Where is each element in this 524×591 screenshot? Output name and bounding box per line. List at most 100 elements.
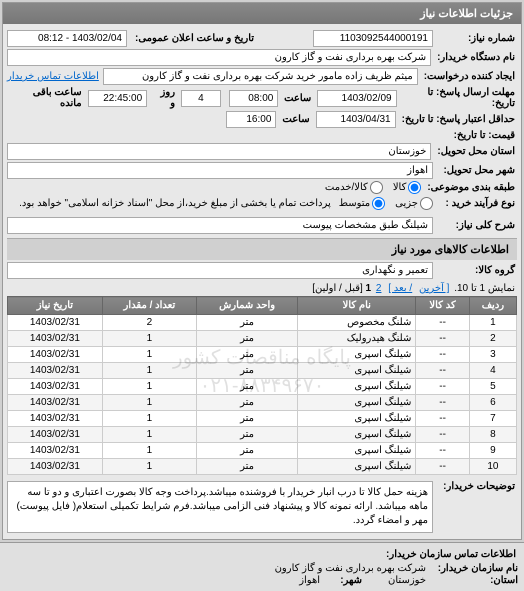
requester-label: ایجاد کننده درخواست: (422, 71, 517, 82)
footer-org-label: نام سازمان خریدار: (430, 563, 520, 574)
cell-qty: 1 (102, 427, 196, 443)
deadline-send-time: 08:00 (229, 90, 279, 107)
goods-table: ردیف کد کالا نام کالا واحد شمارش تعداد /… (7, 296, 517, 475)
pub-date-label: تاریخ و ساعت اعلان عمومی: (131, 33, 309, 44)
cell-r: 6 (469, 395, 516, 411)
process-medium-option[interactable]: متوسط (339, 197, 385, 210)
table-row[interactable]: 5--شیلنگ اسپریمتر11403/02/31 (8, 379, 517, 395)
cell-code: -- (416, 411, 469, 427)
cell-unit: متر (197, 411, 298, 427)
footer-city-label: شهر: (324, 575, 364, 586)
days-label: روز و (151, 87, 177, 109)
deadline-send-date: 1403/02/09 (317, 90, 396, 107)
cell-name: شیلنگ اسپری (298, 379, 416, 395)
cell-qty: 1 (102, 411, 196, 427)
pub-date-value: 1403/02/04 - 08:12 (7, 30, 127, 47)
panel-title: جزئیات اطلاعات نیاز (3, 3, 521, 24)
cell-name: شلنگ مخصوص (298, 315, 416, 331)
pager-next-link[interactable]: / بعد ] (388, 283, 412, 294)
cell-date: 1403/02/31 (8, 395, 103, 411)
time-label-1: ساعت (282, 93, 313, 104)
cell-code: -- (416, 331, 469, 347)
col-row: ردیف (469, 297, 516, 315)
cell-qty: 1 (102, 347, 196, 363)
cell-qty: 1 (102, 363, 196, 379)
cell-r: 9 (469, 443, 516, 459)
cell-r: 4 (469, 363, 516, 379)
pkg-goods-service-option[interactable]: کالا/خدمت (325, 181, 383, 194)
pkg-goods-radio[interactable] (408, 181, 421, 194)
pager: نمایش 1 تا 10. [ آخرین / بعد ] 2 1 [قبل … (7, 281, 517, 296)
cell-code: -- (416, 363, 469, 379)
table-row[interactable]: 1--شلنگ مخصوصمتر21403/02/31 (8, 315, 517, 331)
process-radio-group: جزیی متوسط (339, 197, 433, 210)
cell-date: 1403/02/31 (8, 347, 103, 363)
table-row[interactable]: 9--شیلنگ اسپریمتر11403/02/31 (8, 443, 517, 459)
valid-label: حداقل اعتبار پاسخ: تا تاریخ: (400, 114, 517, 125)
cell-unit: متر (197, 363, 298, 379)
goods-group-value: تعمیر و نگهداری (7, 262, 433, 279)
table-header-row: ردیف کد کالا نام کالا واحد شمارش تعداد /… (8, 297, 517, 315)
cell-name: شیلنگ اسپری (298, 427, 416, 443)
goods-group-label: گروه کالا: (437, 265, 517, 276)
contact-buyer-link[interactable]: اطلاعات تماس خریدار (7, 71, 99, 82)
remain-days: 4 (181, 90, 221, 107)
cell-qty: 1 (102, 443, 196, 459)
cell-date: 1403/02/31 (8, 315, 103, 331)
cell-qty: 1 (102, 395, 196, 411)
delivery-state-label: استان محل تحویل: (435, 146, 517, 157)
footer-org-value: شرکت بهره برداری نفت و گاز کارون (275, 563, 426, 574)
cell-code: -- (416, 459, 469, 475)
cell-unit: متر (197, 395, 298, 411)
col-qty: تعداد / مقدار (102, 297, 196, 315)
col-date: تاریخ نیاز (8, 297, 103, 315)
process-note: پرداخت تمام یا بخشی از مبلغ خرید،از محل … (7, 196, 335, 211)
table-row[interactable]: 4--شیلنگ اسپریمتر11403/02/31 (8, 363, 517, 379)
cell-unit: متر (197, 379, 298, 395)
cell-qty: 1 (102, 331, 196, 347)
cell-code: -- (416, 443, 469, 459)
table-row[interactable]: 10--شیلنگ اسپریمتر11403/02/31 (8, 459, 517, 475)
deadline-send-label: مهلت ارسال پاسخ: تا تاریخ: (401, 87, 517, 109)
buyer-org-value: شرکت بهره برداری نفت و گاز کارون (7, 49, 431, 66)
col-unit: واحد شمارش (197, 297, 298, 315)
pager-last-link[interactable]: [ آخرین (419, 283, 449, 294)
process-small-option[interactable]: جزیی (395, 197, 433, 210)
table-row[interactable]: 8--شیلنگ اسپریمتر11403/02/31 (8, 427, 517, 443)
remain-label: ساعت باقی مانده (7, 87, 84, 109)
cell-name: شیلنگ اسپری (298, 347, 416, 363)
time-label-2: ساعت (280, 114, 311, 125)
pkg-goods-option[interactable]: کالا (393, 181, 422, 194)
pkg-goods-service-radio[interactable] (370, 181, 383, 194)
process-medium-radio[interactable] (372, 197, 385, 210)
cell-qty: 1 (102, 379, 196, 395)
pager-page-2[interactable]: 2 (376, 283, 382, 294)
cell-r: 3 (469, 347, 516, 363)
cell-date: 1403/02/31 (8, 427, 103, 443)
remain-time: 22:45:00 (88, 90, 148, 107)
delivery-state-value: خوزستان (7, 143, 431, 160)
buyer-desc-value: هزینه حمل کالا تا درب انبار خریدار با فر… (7, 481, 433, 533)
cell-date: 1403/02/31 (8, 363, 103, 379)
cell-name: شیلنگ اسپری (298, 411, 416, 427)
requester-value: میثم ظریف زاده مامور خرید شرکت بهره بردا… (103, 68, 418, 85)
cell-date: 1403/02/31 (8, 459, 103, 475)
cell-date: 1403/02/31 (8, 379, 103, 395)
cell-qty: 1 (102, 459, 196, 475)
price-until-label: قیمت: تا تاریخ: (422, 130, 517, 141)
footer-state-label: استان: (430, 575, 520, 586)
need-title-value: شیلنگ طبق مشخصات پیوست (7, 217, 433, 234)
cell-qty: 2 (102, 315, 196, 331)
cell-r: 2 (469, 331, 516, 347)
table-row[interactable]: 7--شیلنگ اسپریمتر11403/02/31 (8, 411, 517, 427)
valid-date: 1403/04/31 (316, 111, 396, 128)
process-small-radio[interactable] (420, 197, 433, 210)
cell-name: شیلنگ اسپری (298, 395, 416, 411)
cell-unit: متر (197, 427, 298, 443)
pager-page-1: 1 (366, 283, 372, 294)
cell-code: -- (416, 379, 469, 395)
table-row[interactable]: 3--شیلنگ اسپریمتر11403/02/31 (8, 347, 517, 363)
table-row[interactable]: 2--شلنگ هیدرولیکمتر11403/02/31 (8, 331, 517, 347)
cell-r: 1 (469, 315, 516, 331)
table-row[interactable]: 6--شیلنگ اسپریمتر11403/02/31 (8, 395, 517, 411)
